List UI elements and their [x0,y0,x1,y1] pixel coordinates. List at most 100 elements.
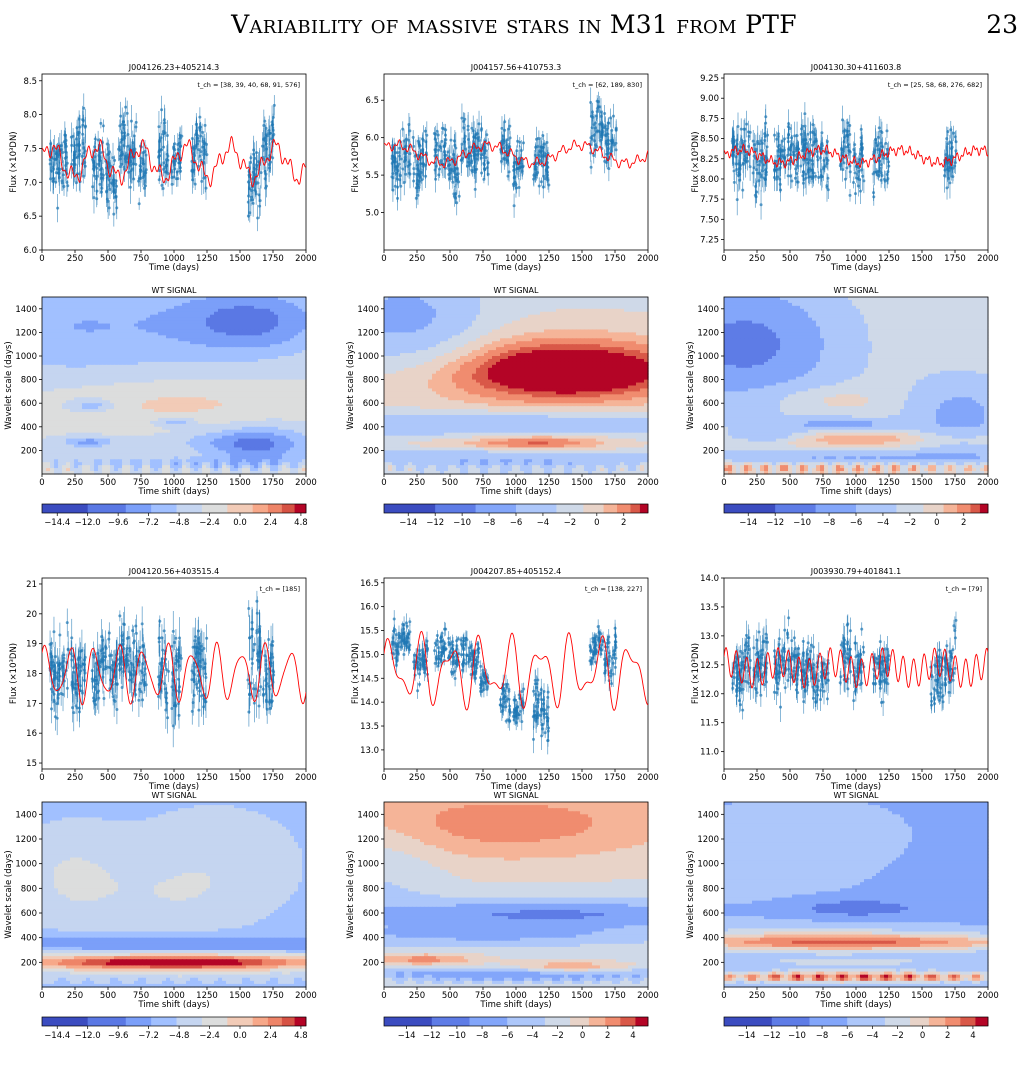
data-point [744,160,748,164]
data-point [801,181,805,185]
data-point [128,185,132,189]
data-point [73,156,77,160]
data-point [100,186,104,190]
x-tick-label: 500 [100,254,116,264]
y-tick-label: 8.25 [700,155,719,165]
data-point [860,142,864,146]
data-point [264,186,268,190]
data-point [468,145,472,149]
data-point [786,153,790,157]
data-point [542,151,546,155]
data-point [160,183,164,187]
data-point [874,138,878,142]
data-point [408,129,412,133]
data-point [171,159,175,163]
y-tick-label: 9.00 [700,94,719,104]
data-point [417,173,421,177]
panel-title: J004126.23+405214.3 [128,63,220,72]
data-point [535,173,539,177]
data-point [262,124,266,128]
data-point [408,162,412,166]
data-point [739,145,743,149]
data-point [782,137,786,141]
data-point [887,164,891,168]
data-point [96,138,100,142]
data-point [78,125,82,129]
data-point [157,125,161,129]
data-point [264,126,268,130]
data-point [74,181,78,185]
data-point [460,116,464,120]
data-point [747,134,751,138]
data-point [766,133,770,137]
data-point [113,195,117,199]
data-point [745,122,749,126]
data-point [776,154,780,158]
data-point [595,109,599,113]
data-point [101,176,105,180]
data-point [444,138,448,142]
data-point [49,142,53,146]
data-point [125,111,129,115]
data-point [51,180,55,184]
data-point [600,124,604,128]
data-point [115,184,119,188]
data-point [421,164,425,168]
data-point [799,132,803,136]
data-point [743,139,747,143]
data-point [424,174,428,178]
data-point [606,152,610,156]
x-tick-label: 1750 [944,254,966,264]
data-point [466,128,470,132]
data-point [99,190,103,194]
data-point [160,108,164,112]
data-point [170,182,174,186]
x-tick-label: 250 [67,254,83,264]
data-point [83,125,87,129]
y-tick-label: 7.25 [700,236,719,246]
data-point [872,195,876,199]
y-tick-label: 5.0 [365,209,379,219]
data-point [93,137,97,141]
data-point [433,168,437,172]
data-point [764,115,768,119]
data-point [96,162,100,166]
panel-title: J004130.30+411603.8 [810,63,902,72]
data-point [812,140,816,144]
data-point [792,153,796,157]
data-point [114,179,118,183]
data-point [882,177,886,181]
data-point [948,140,952,144]
data-point [406,164,410,168]
data-point [845,166,849,170]
data-point [610,128,614,132]
x-axis-label: Time (days) [148,263,199,273]
data-point [476,152,480,156]
data-point [542,174,546,178]
data-point [177,161,181,165]
data-point [412,144,416,148]
data-point [73,150,77,154]
data-point [877,169,881,173]
data-point [772,133,776,137]
data-point [763,139,767,143]
data-point [735,167,739,171]
data-point [437,167,441,171]
data-point [131,141,135,145]
data-point [62,140,66,144]
data-point [788,127,792,131]
data-point [949,128,953,132]
data-point [91,185,95,189]
data-point [604,161,608,165]
data-point [593,121,597,125]
data-point [746,130,750,134]
data-point [82,151,86,155]
data-point [862,179,866,183]
y-tick-label: 8.0 [23,111,37,121]
data-point [205,153,209,157]
data-point [101,124,105,128]
data-point [448,177,452,181]
data-point [98,155,102,159]
data-point [115,206,119,210]
data-point [852,181,856,185]
